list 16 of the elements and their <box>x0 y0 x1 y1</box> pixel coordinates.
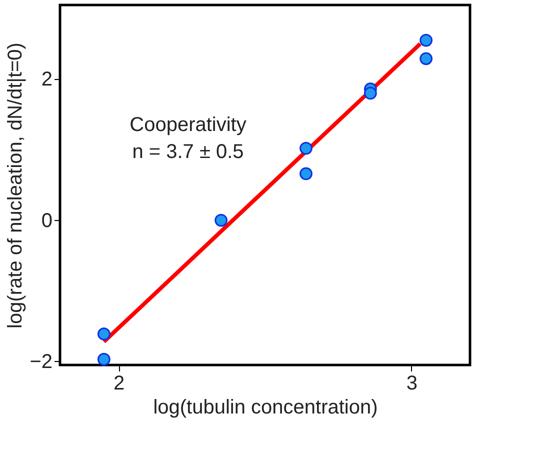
point <box>97 328 110 340</box>
point <box>97 352 110 366</box>
y-tick-label: 2 <box>41 68 52 91</box>
x-axis-title: log(tubulin concentration) <box>153 396 378 418</box>
y-tick-label: −2 <box>30 350 52 373</box>
point <box>214 214 228 227</box>
annotation: Cooperativity <box>130 114 246 136</box>
point <box>300 167 312 180</box>
point <box>364 86 377 100</box>
annotation: n = 3.7 ± 0.5 <box>132 141 244 163</box>
point <box>300 142 312 155</box>
y-axis-title: log(rate of nucleation, dN/dt|t=0) <box>4 42 27 328</box>
point <box>420 52 433 66</box>
y-tick-label: 0 <box>41 210 52 232</box>
point <box>420 34 433 47</box>
x-tick-label: 3 <box>406 372 418 394</box>
